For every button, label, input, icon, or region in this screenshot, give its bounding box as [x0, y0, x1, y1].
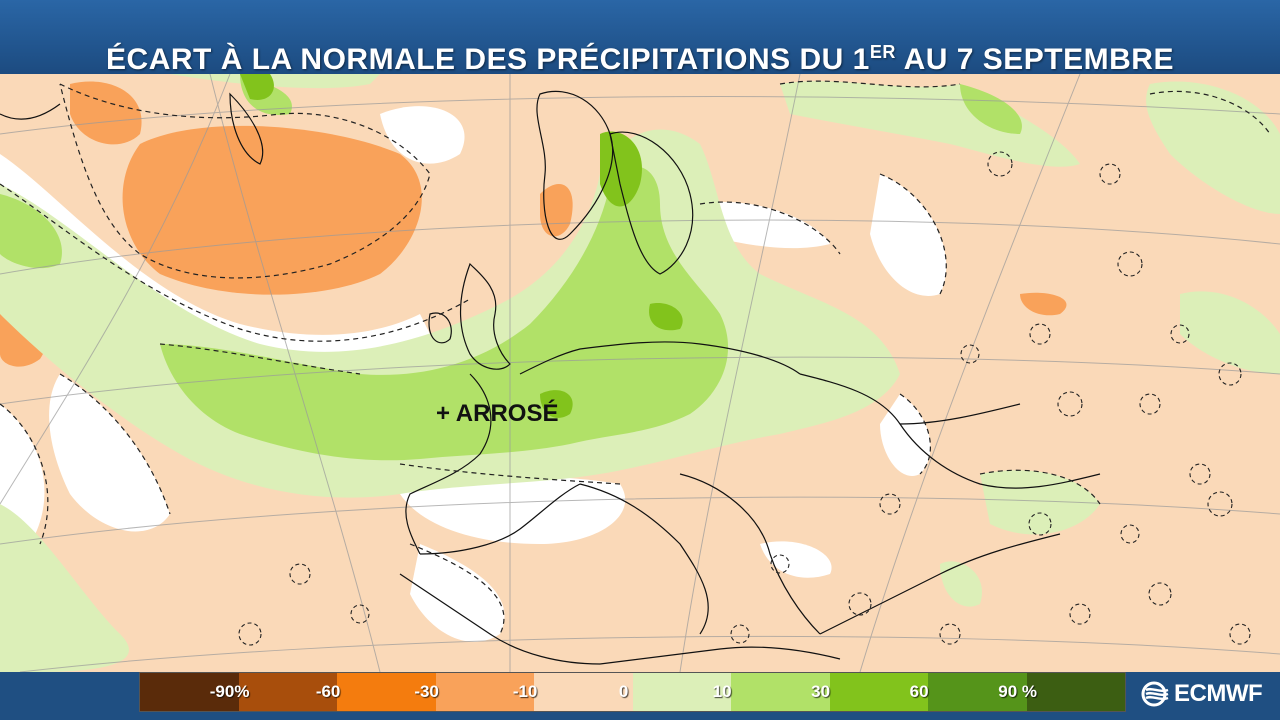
legend-tick-label: 90 % [998, 682, 1037, 701]
legend-swatch [435, 673, 534, 711]
legend-swatch [632, 673, 731, 711]
legend-swatch [829, 673, 928, 711]
anomaly-zone-wet [780, 81, 1080, 167]
legend-swatch [928, 673, 1027, 711]
anomaly-zone-wet [1146, 81, 1280, 214]
anomaly-zone-dry [70, 81, 142, 145]
anomaly-zone-dry [122, 125, 422, 295]
anomaly-zone-neutral [49, 374, 170, 532]
map-canvas [0, 74, 1280, 672]
anomaly-zone-neutral [760, 541, 832, 578]
anomaly-zone-very-wet [649, 303, 683, 331]
anomaly-zone-very-wet [540, 390, 573, 418]
legend-swatch [731, 673, 830, 711]
legend-tick-label: -90% [209, 682, 250, 701]
legend-swatch [534, 673, 633, 711]
anomaly-zone-wetter [960, 84, 1022, 134]
anomaly-zone-wetter [160, 166, 729, 461]
brand-name: ECMWF [1174, 680, 1263, 707]
coastlines [0, 90, 1101, 665]
anomaly-zone-wet [170, 74, 380, 89]
anomaly-zone-neutral [870, 174, 947, 296]
anomaly-zone-neutral [380, 106, 465, 164]
scattered-contours [238, 151, 1251, 646]
legend-swatch [1026, 673, 1125, 711]
anomaly-zone-dry [1020, 292, 1067, 316]
wetter-annotation: + ARROSÉ [436, 400, 559, 427]
anomaly-zone-very-wet [240, 74, 274, 100]
anomaly-zone-neutral [410, 544, 505, 642]
title-bar [0, 0, 1280, 74]
anomaly-zone-wet [940, 561, 982, 607]
legend-tick-label: 10 [712, 682, 732, 701]
legend-tick-label: -30 [414, 682, 439, 701]
map-title: ÉCART À LA NORMALE DES PRÉCIPITATIONS DU… [106, 42, 1174, 76]
anomaly-zone-neutral [880, 394, 931, 476]
legend-swatch [238, 673, 337, 711]
legend-tick-label: 0 [618, 682, 629, 701]
anomaly-zone-wet [1180, 291, 1280, 374]
anomaly-zone-wetter [0, 194, 62, 269]
zero-contours [0, 80, 1271, 635]
graticule [0, 74, 1280, 672]
legend-tick-label: -10 [512, 682, 538, 701]
ecmwf-logo-icon [1141, 681, 1169, 707]
legend-swatch [140, 673, 239, 711]
anomaly-zone-very-wet [600, 131, 642, 207]
anomaly-zone-wet [0, 504, 129, 672]
anomaly-zone-wet [980, 470, 1100, 535]
anomaly-zone-neutral [700, 202, 830, 249]
legend-tick-label: 60 [909, 682, 929, 701]
precipitation-anomaly-map[interactable]: + ARROSÉ [0, 74, 1280, 672]
legend-tick-label: -60 [315, 682, 341, 701]
legend-swatch [337, 673, 436, 711]
legend-tick-label: 30 [811, 682, 831, 701]
color-legend [139, 672, 1126, 712]
ecmwf-logo: ECMWF [1140, 678, 1263, 710]
